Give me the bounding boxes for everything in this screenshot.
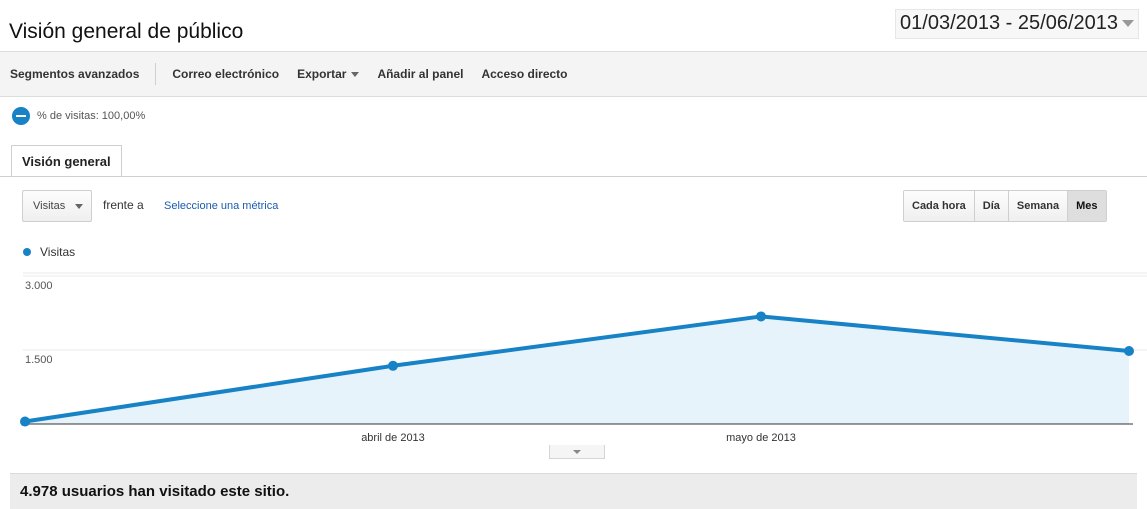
granularity-hourly-button[interactable]: Cada hora xyxy=(904,191,974,221)
x-tick-label: mayo de 2013 xyxy=(726,432,796,444)
export-button[interactable]: Exportar xyxy=(288,67,368,81)
legend-label: Visitas xyxy=(40,245,76,259)
series-area xyxy=(25,316,1129,424)
granularity-day-button[interactable]: Día xyxy=(973,191,1008,221)
series-line-visitas xyxy=(24,314,1130,424)
data-point xyxy=(756,311,766,322)
chart-legend: Visitas xyxy=(23,245,75,259)
y-tick-label: 1.500 xyxy=(25,354,53,366)
date-range-text: 01/03/2013 - 25/06/2013 xyxy=(900,12,1118,34)
versus-label: frente a xyxy=(103,198,144,212)
email-button[interactable]: Correo electrónico xyxy=(172,67,280,81)
chevron-down-icon xyxy=(573,449,581,454)
segment-remove-icon[interactable] xyxy=(12,107,30,125)
shortcut-button[interactable]: Acceso directo xyxy=(481,67,568,81)
y-tick-label: 3.000 xyxy=(25,280,53,292)
segment-indicator: % de visitas: 100,00% xyxy=(12,107,145,125)
granularity-toggle: Cada hora Día Semana Mes xyxy=(903,190,1107,222)
chart-expand-handle[interactable] xyxy=(549,445,605,459)
export-label: Exportar xyxy=(297,67,347,81)
report-toolbar: Segmentos avanzados Correo electrónico E… xyxy=(0,51,1147,97)
visits-line-chart: 3.000 1.500 abril de 2013 mayo de 2013 xyxy=(20,272,1147,444)
metric-select[interactable]: Visitas xyxy=(22,190,93,222)
page-title: Visión general de público xyxy=(9,20,244,43)
segment-label: % de visitas: 100,00% xyxy=(37,110,146,122)
tab-overview[interactable]: Visión general xyxy=(11,145,122,176)
legend-marker xyxy=(23,248,31,256)
toolbar-divider xyxy=(155,63,157,85)
chevron-down-icon[interactable] xyxy=(1122,20,1134,27)
data-point xyxy=(1124,345,1134,356)
advanced-segments-button[interactable]: Segmentos avanzados xyxy=(10,67,140,81)
granularity-month-button[interactable]: Mes xyxy=(1067,191,1106,221)
select-metric-link[interactable]: Seleccione una métrica xyxy=(164,200,279,212)
data-point xyxy=(388,360,398,371)
x-tick-label: abril de 2013 xyxy=(361,432,425,444)
add-to-dashboard-button[interactable]: Añadir al panel xyxy=(377,67,464,81)
visitors-summary: 4.978 usuarios han visitado este sitio. xyxy=(10,473,1137,509)
tab-divider xyxy=(0,176,1147,177)
metric-select-value: Visitas xyxy=(33,200,66,212)
chevron-down-icon xyxy=(351,71,360,77)
granularity-week-button[interactable]: Semana xyxy=(1007,191,1068,221)
data-point xyxy=(20,416,30,427)
chevron-down-icon xyxy=(75,203,84,209)
date-range-picker[interactable]: 01/03/2013 - 25/06/2013 xyxy=(895,9,1139,39)
